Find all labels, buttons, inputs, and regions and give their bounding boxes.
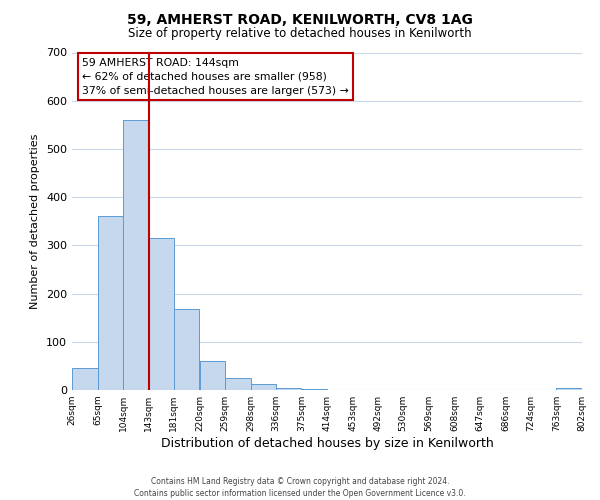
- Text: 59 AMHERST ROAD: 144sqm
← 62% of detached houses are smaller (958)
37% of semi-d: 59 AMHERST ROAD: 144sqm ← 62% of detache…: [82, 58, 349, 96]
- Bar: [98, 216, 123, 390]
- Bar: [251, 384, 276, 390]
- Bar: [72, 368, 98, 390]
- Bar: [556, 388, 582, 390]
- Y-axis label: Number of detached properties: Number of detached properties: [31, 134, 40, 309]
- Bar: [149, 238, 174, 390]
- Bar: [225, 378, 251, 390]
- Bar: [123, 120, 149, 390]
- X-axis label: Distribution of detached houses by size in Kenilworth: Distribution of detached houses by size …: [161, 437, 493, 450]
- Bar: [301, 388, 327, 390]
- Text: 59, AMHERST ROAD, KENILWORTH, CV8 1AG: 59, AMHERST ROAD, KENILWORTH, CV8 1AG: [127, 12, 473, 26]
- Bar: [174, 309, 199, 390]
- Bar: [276, 388, 301, 390]
- Text: Size of property relative to detached houses in Kenilworth: Size of property relative to detached ho…: [128, 28, 472, 40]
- Text: Contains HM Land Registry data © Crown copyright and database right 2024.
Contai: Contains HM Land Registry data © Crown c…: [134, 476, 466, 498]
- Bar: [199, 361, 225, 390]
